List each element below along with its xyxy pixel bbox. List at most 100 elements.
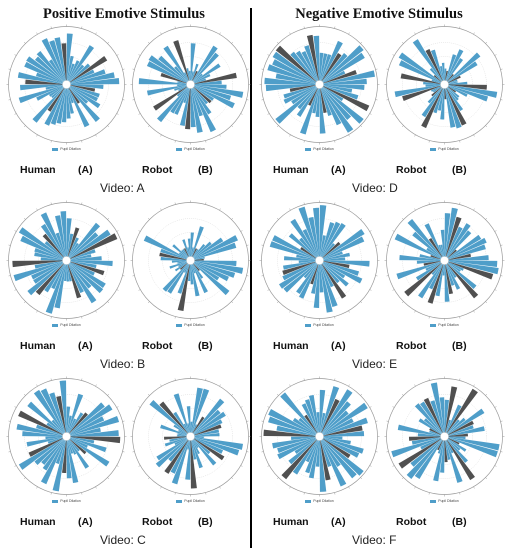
polar-tick bbox=[494, 113, 497, 115]
polar-bar bbox=[33, 262, 64, 284]
polar-bar bbox=[192, 87, 209, 105]
polar-bar bbox=[447, 420, 474, 435]
polar-bar bbox=[321, 87, 352, 120]
polar-bar bbox=[47, 437, 63, 444]
polar-bar bbox=[320, 386, 340, 433]
polar-chart-right-0-robot bbox=[384, 24, 505, 145]
polar-tick bbox=[107, 393, 110, 396]
polar-bar bbox=[442, 264, 445, 276]
polar-bar bbox=[191, 88, 203, 117]
panel-tag: (A) bbox=[331, 164, 346, 176]
polar-bar bbox=[448, 85, 498, 98]
polar-bar bbox=[321, 263, 334, 288]
polar-grid-ring bbox=[176, 246, 205, 275]
polar-bar bbox=[192, 439, 200, 455]
polar-bar bbox=[194, 78, 206, 84]
polar-bar bbox=[398, 60, 442, 83]
polar-bar bbox=[149, 399, 188, 435]
polar-center bbox=[315, 432, 324, 441]
polar-bar bbox=[69, 438, 110, 467]
polar-bar bbox=[448, 437, 500, 451]
legend-label: Pupil Dilation bbox=[438, 323, 459, 327]
polar-bar bbox=[448, 261, 499, 275]
polar-bar bbox=[322, 86, 370, 112]
polar-bar bbox=[186, 68, 190, 81]
polar-bar bbox=[446, 223, 471, 258]
polar-grid-ring bbox=[52, 246, 81, 275]
polar-grid-ring bbox=[416, 408, 473, 465]
polar-tick bbox=[95, 32, 97, 35]
polar-bar bbox=[66, 218, 72, 257]
polar-tick bbox=[147, 301, 150, 304]
polar-bar bbox=[322, 410, 349, 435]
polar-tick bbox=[348, 134, 350, 137]
polar-bar bbox=[445, 264, 455, 286]
polar-bar bbox=[68, 60, 80, 82]
polar-bar bbox=[444, 88, 447, 100]
polar-bar bbox=[59, 380, 67, 433]
polar-bar bbox=[31, 262, 64, 280]
polar-bar bbox=[70, 437, 95, 444]
polar-bar bbox=[303, 263, 318, 279]
polar-bar bbox=[320, 53, 328, 81]
polar-bar bbox=[47, 87, 65, 112]
polar-bar bbox=[156, 438, 188, 461]
polar-bar bbox=[398, 52, 442, 83]
polar-tick bbox=[205, 378, 207, 381]
polar-tick bbox=[147, 217, 150, 220]
polar-grid-ring bbox=[402, 218, 487, 303]
polar-grid-ring bbox=[402, 42, 487, 127]
polar-tick bbox=[414, 384, 416, 387]
polar-bar bbox=[194, 80, 222, 85]
polar-bar bbox=[42, 439, 65, 471]
video-caption: Video: D bbox=[352, 181, 398, 195]
polar-bar bbox=[67, 440, 74, 454]
polar-bar bbox=[70, 427, 101, 436]
polar-bar bbox=[50, 88, 66, 125]
polar-tick bbox=[494, 406, 497, 408]
polar-tick bbox=[348, 310, 350, 313]
polar-grid-ring bbox=[291, 56, 348, 113]
polar-tick bbox=[50, 140, 52, 143]
polar-center bbox=[315, 256, 324, 265]
panel-tag: (B) bbox=[198, 340, 213, 352]
polar-bar bbox=[27, 401, 64, 435]
polar-tick bbox=[14, 54, 17, 56]
polar-bar bbox=[444, 213, 451, 257]
polar-bar bbox=[160, 72, 187, 84]
polar-grid-ring bbox=[430, 246, 459, 275]
polar-tick bbox=[160, 384, 162, 387]
polar-tick bbox=[428, 202, 430, 205]
polar-bar bbox=[440, 440, 445, 473]
polar-bar bbox=[321, 263, 347, 299]
polar-bar bbox=[193, 262, 229, 282]
polar-bar bbox=[423, 397, 443, 434]
polar-bar bbox=[170, 439, 189, 474]
polar-bar bbox=[187, 264, 191, 282]
polar-bar bbox=[447, 262, 464, 271]
polar-bar bbox=[323, 437, 364, 454]
polar-tick bbox=[240, 230, 243, 232]
polar-grid-ring bbox=[162, 56, 219, 113]
polar-bar bbox=[18, 85, 63, 104]
polar-bar bbox=[18, 410, 64, 435]
legend-label: Pupil Dilation bbox=[60, 499, 81, 503]
polar-bar bbox=[437, 439, 443, 451]
polar-bar bbox=[323, 85, 353, 93]
polar-bar bbox=[191, 226, 204, 257]
polar-bar bbox=[42, 233, 65, 258]
polar-chart-left-0-robot bbox=[130, 24, 251, 145]
polar-bar bbox=[70, 261, 97, 269]
polar-bar bbox=[446, 87, 459, 101]
polar-bar bbox=[174, 262, 188, 272]
polar-bar bbox=[34, 56, 64, 83]
polar-bar bbox=[323, 252, 350, 260]
polar-bar bbox=[315, 88, 320, 117]
panel-tag: (B) bbox=[198, 164, 213, 176]
polar-bar bbox=[28, 438, 64, 457]
polar-bar bbox=[323, 431, 365, 437]
polar-bar bbox=[160, 424, 187, 436]
polar-tick bbox=[261, 68, 264, 70]
polar-bar bbox=[51, 263, 65, 290]
polar-tick bbox=[334, 26, 336, 29]
